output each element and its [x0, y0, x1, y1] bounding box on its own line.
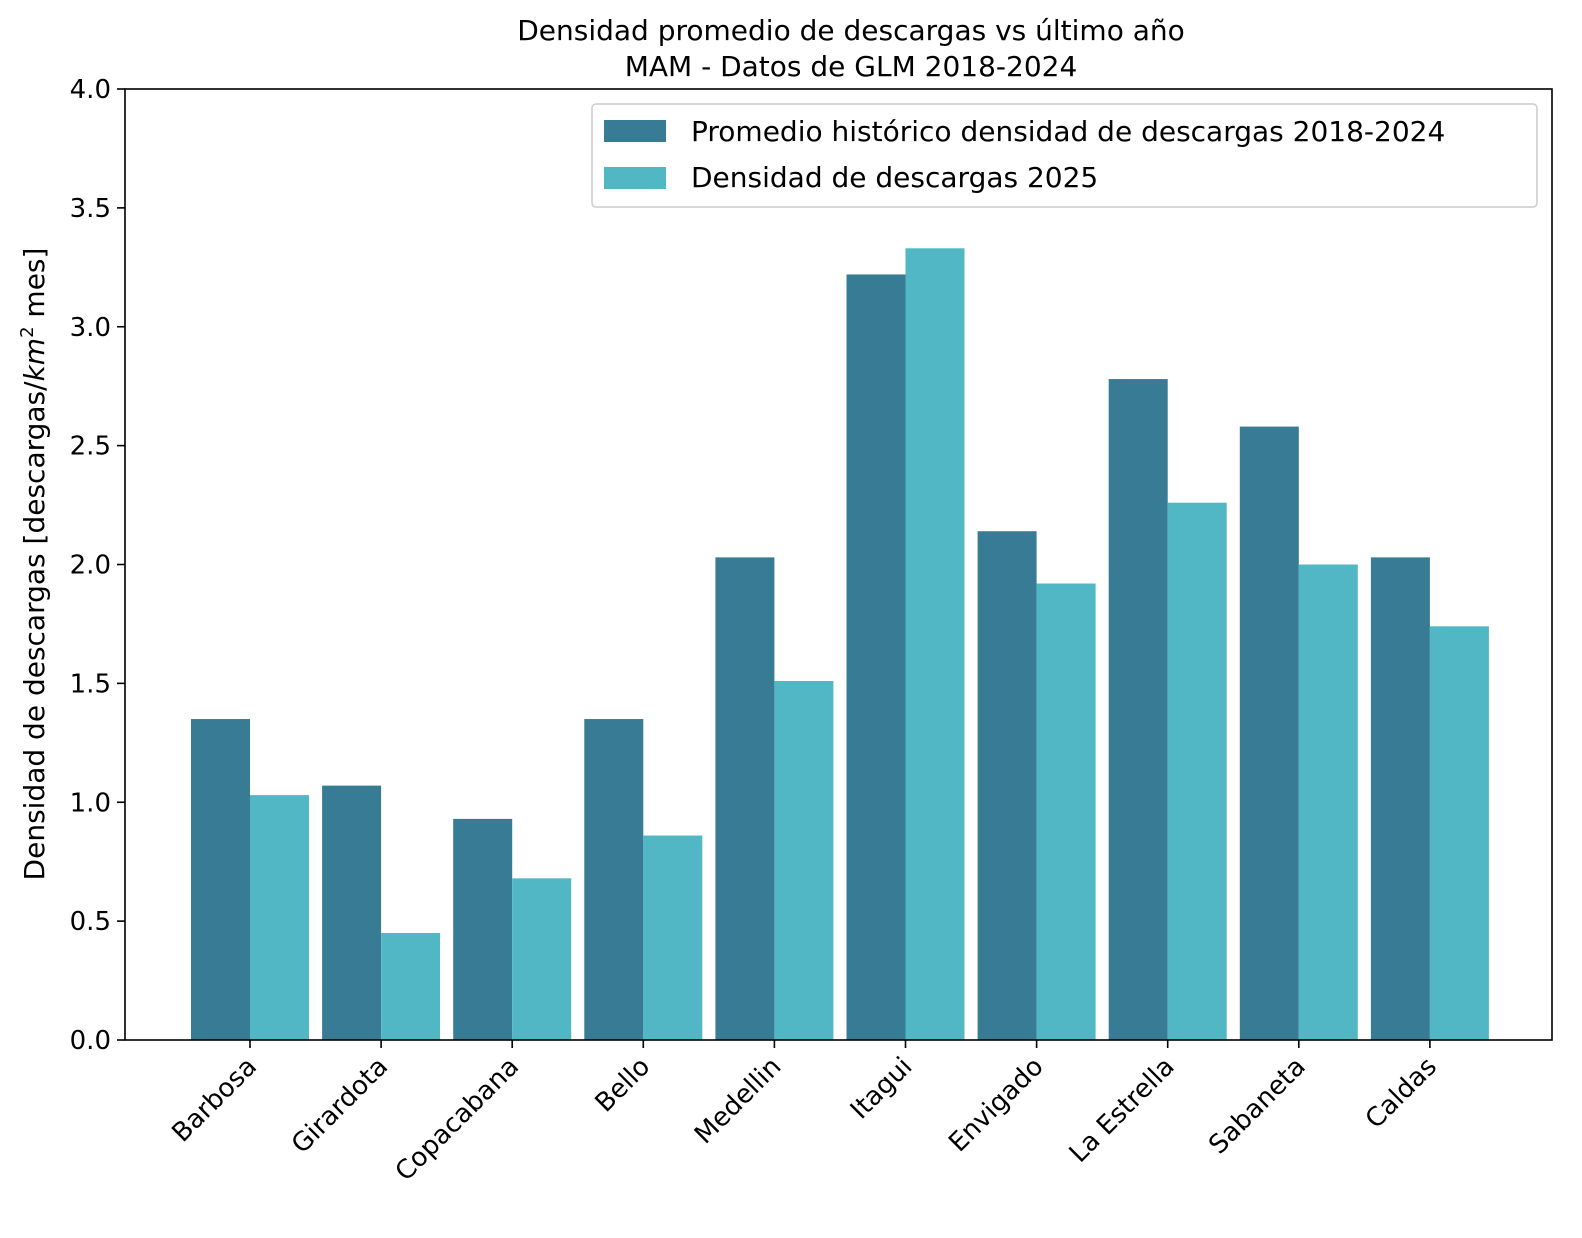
- bar-historical-girardota: [322, 785, 382, 1040]
- y-axis-label-suffix: mes]: [18, 248, 51, 327]
- bar-2025-bello: [643, 835, 703, 1040]
- bar-historical-medellin: [715, 557, 775, 1040]
- legend-swatch-historical: [604, 120, 666, 142]
- bar-2025-copacabana: [512, 878, 572, 1040]
- bars-layer: [191, 248, 1489, 1041]
- bar-2025-envigado: [1036, 583, 1096, 1040]
- legend-label-2025: Densidad de descargas 2025: [691, 161, 1098, 194]
- bar-2025-girardota: [381, 933, 441, 1040]
- x-tick-label: La Estrella: [1064, 1052, 1181, 1169]
- bar-2025-medellin: [774, 680, 834, 1040]
- y-axis-label-prefix: Densidad de descargas [descargas/: [18, 381, 51, 881]
- bar-historical-envigado: [977, 531, 1037, 1040]
- bar-2025-la-estrella: [1167, 502, 1227, 1040]
- y-tick-label: 0.5: [70, 907, 111, 937]
- y-axis-ticks: 0.0 0.5 1.0 1.5 2.0 2.5 3.0 3.5 4.0: [70, 75, 125, 1056]
- bar-2025-caldas: [1429, 626, 1489, 1040]
- bar-historical-la-estrella: [1108, 379, 1168, 1040]
- y-axis-label-unit: km: [18, 338, 51, 382]
- y-tick-label: 0.0: [70, 1026, 111, 1056]
- x-tick-label: Girardota: [286, 1052, 394, 1160]
- y-tick-label: 1.5: [70, 669, 111, 699]
- chart-subtitle: MAM - Datos de GLM 2018-2024: [625, 50, 1078, 83]
- bar-historical-itagui: [846, 274, 906, 1040]
- x-tick-label: Barbosa: [167, 1052, 263, 1148]
- bar-historical-sabaneta: [1239, 426, 1299, 1041]
- y-tick-label: 2.5: [70, 432, 111, 462]
- y-tick-label: 4.0: [70, 75, 111, 105]
- bar-historical-caldas: [1370, 557, 1430, 1040]
- y-axis-label-exponent: 2: [17, 326, 38, 337]
- x-tick-label: Envigado: [943, 1052, 1049, 1158]
- y-tick-label: 2.0: [70, 551, 111, 581]
- legend-box: [591, 103, 1538, 208]
- y-tick-label: 3.5: [70, 194, 111, 224]
- bar-historical-copacabana: [453, 818, 513, 1040]
- chart-title: Densidad promedio de descargas vs último…: [517, 14, 1185, 47]
- bar-2025-itagui: [905, 248, 965, 1041]
- x-tick-label: Caldas: [1360, 1052, 1443, 1135]
- legend-swatch-2025: [604, 167, 666, 189]
- bar-2025-sabaneta: [1298, 564, 1358, 1040]
- bar-historical-bello: [584, 719, 644, 1040]
- bar-2025-barbosa: [250, 795, 309, 1040]
- legend-label-historical: Promedio histórico densidad de descargas…: [691, 115, 1445, 148]
- x-tick-label: Itagui: [845, 1052, 919, 1126]
- y-axis-label: Densidad de descargas [descargas/km2 mes…: [17, 248, 51, 881]
- x-tick-label: Bello: [590, 1052, 657, 1119]
- bar-historical-barbosa: [191, 719, 250, 1040]
- plot-frame: [124, 88, 1553, 1041]
- x-tick-label: Sabaneta: [1203, 1052, 1312, 1161]
- y-tick-label: 1.0: [70, 788, 111, 818]
- legend: Promedio histórico densidad de descargas…: [591, 103, 1538, 208]
- y-tick-label: 3.0: [70, 313, 111, 343]
- x-tick-label: Copacabana: [390, 1052, 525, 1187]
- x-tick-label: Medellin: [689, 1052, 787, 1150]
